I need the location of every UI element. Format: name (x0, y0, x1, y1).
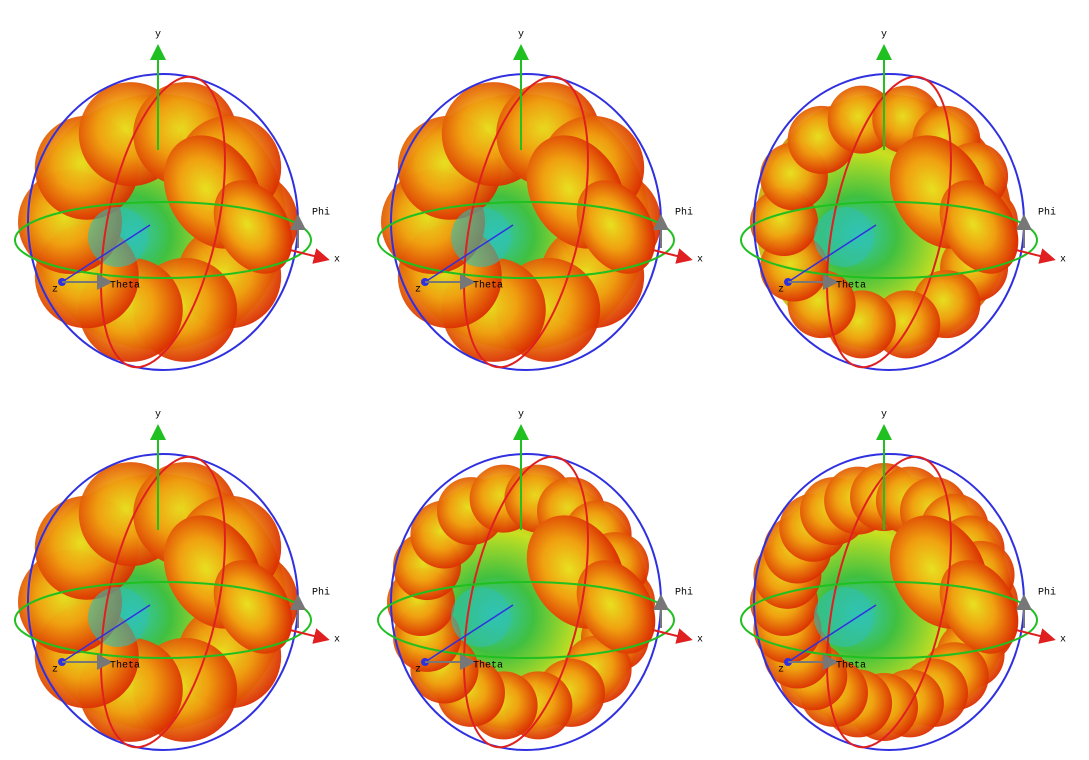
x-axis (652, 628, 693, 644)
z-axis (787, 604, 877, 663)
x-axis (289, 248, 330, 264)
green-circle (14, 581, 312, 659)
z-label: z (778, 285, 784, 296)
y-label: y (155, 30, 161, 41)
z-axis (61, 604, 151, 663)
x-label: x (334, 635, 340, 646)
y-label: y (155, 410, 161, 421)
pattern-panel: y x z Phi Theta (740, 410, 1066, 751)
phi-label: Phi (312, 587, 330, 599)
inner-lobe (213, 560, 293, 654)
red-circle (826, 455, 952, 749)
inner-lobe (576, 180, 656, 274)
y-label: y (881, 30, 887, 41)
x-axis (1015, 248, 1056, 264)
z-label: z (415, 285, 421, 296)
z-label: z (52, 285, 58, 296)
red-circle (826, 75, 952, 369)
theta-label: Theta (110, 280, 140, 292)
red-circle (100, 455, 226, 749)
theta-label: Theta (836, 280, 866, 292)
pattern-panel: y x z Phi Theta (740, 30, 1066, 371)
z-axis (61, 224, 151, 283)
z-label: z (52, 665, 58, 676)
x-label: x (697, 635, 703, 646)
x-axis (1015, 628, 1056, 644)
z-axis (787, 224, 877, 283)
phi-label: Phi (1038, 587, 1056, 599)
red-circle (463, 75, 589, 369)
pattern-panel: y x z Phi Theta (377, 30, 703, 371)
inner-lobe (939, 560, 1019, 654)
z-axis (424, 224, 514, 283)
null-region (88, 587, 148, 647)
x-label: x (1060, 255, 1066, 266)
green-circle (377, 581, 675, 659)
x-axis (652, 248, 693, 264)
null-region (451, 207, 511, 267)
phi-label: Phi (675, 587, 693, 599)
green-circle (740, 201, 1038, 279)
inner-lobe (939, 180, 1019, 274)
green-circle (377, 201, 675, 279)
inner-lobe (213, 180, 293, 274)
y-label: y (881, 410, 887, 421)
x-axis (289, 628, 330, 644)
green-circle (740, 581, 1038, 659)
y-label: y (518, 30, 524, 41)
z-axis (424, 604, 514, 663)
theta-label: Theta (473, 660, 503, 672)
theta-label: Theta (836, 660, 866, 672)
red-circle (463, 455, 589, 749)
pattern-panel: y x z Phi Theta (14, 410, 340, 751)
pattern-panel: y x z Phi Theta (377, 410, 703, 751)
theta-label: Theta (473, 280, 503, 292)
x-label: x (697, 255, 703, 266)
pattern-panel: y x z Phi Theta (14, 30, 340, 371)
null-region (814, 207, 874, 267)
z-label: z (415, 665, 421, 676)
x-label: x (1060, 635, 1066, 646)
theta-label: Theta (110, 660, 140, 672)
green-circle (14, 201, 312, 279)
x-label: x (334, 255, 340, 266)
null-region (451, 587, 511, 647)
phi-label: Phi (312, 207, 330, 219)
y-label: y (518, 410, 524, 421)
phi-label: Phi (1038, 207, 1056, 219)
null-region (88, 207, 148, 267)
z-label: z (778, 665, 784, 676)
red-circle (100, 75, 226, 369)
phi-label: Phi (675, 207, 693, 219)
inner-lobe (576, 560, 656, 654)
null-region (814, 587, 874, 647)
